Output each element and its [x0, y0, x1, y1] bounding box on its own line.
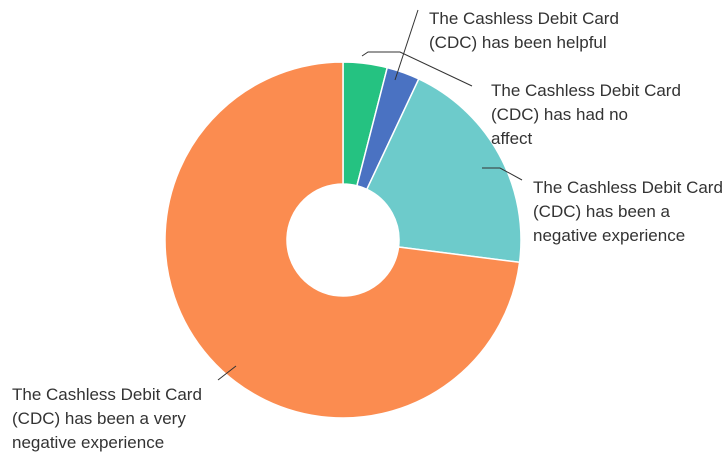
slice-label-2-line-2: negative experience [533, 226, 685, 245]
leader-line-1 [394, 9, 419, 81]
slice-label-2-line-0: The Cashless Debit Card [533, 178, 723, 197]
slice-label-1: The Cashless Debit Card (CDC) has had no a… [491, 81, 681, 148]
slice-2 [365, 77, 522, 264]
slice-label-3-line-1: (CDC) has been a very [12, 409, 186, 428]
slice-label-2: The Cashless Debit Card (CDC) has been a n… [533, 178, 723, 245]
slice-label-0-line-1: (CDC) has been helpful [429, 33, 607, 52]
slice-label-3-line-2: negative experience [12, 433, 164, 452]
callout-labels-group: The Cashless Debit Card (CDC) has been he… [12, 9, 723, 452]
slice-label-1-line-1: (CDC) has had no [491, 105, 628, 124]
slice-label-3: The Cashless Debit Card (CDC) has been a … [12, 385, 202, 452]
slice-label-0-line-0: The Cashless Debit Card [429, 9, 619, 28]
leader-line-3 [217, 365, 237, 381]
leader-line-2 [482, 167, 523, 181]
slice-label-0: The Cashless Debit Card (CDC) has been he… [429, 9, 619, 52]
slice-3 [164, 61, 521, 419]
slices-group [164, 61, 522, 419]
slice-label-3-line-0: The Cashless Debit Card [12, 385, 202, 404]
leader-line-0 [361, 51, 473, 87]
slice-label-1-line-2: affect [491, 129, 533, 148]
slice-label-2-line-1: (CDC) has been a [533, 202, 671, 221]
slice-label-1-line-0: The Cashless Debit Card [491, 81, 681, 100]
leader-lines-group [217, 9, 523, 381]
